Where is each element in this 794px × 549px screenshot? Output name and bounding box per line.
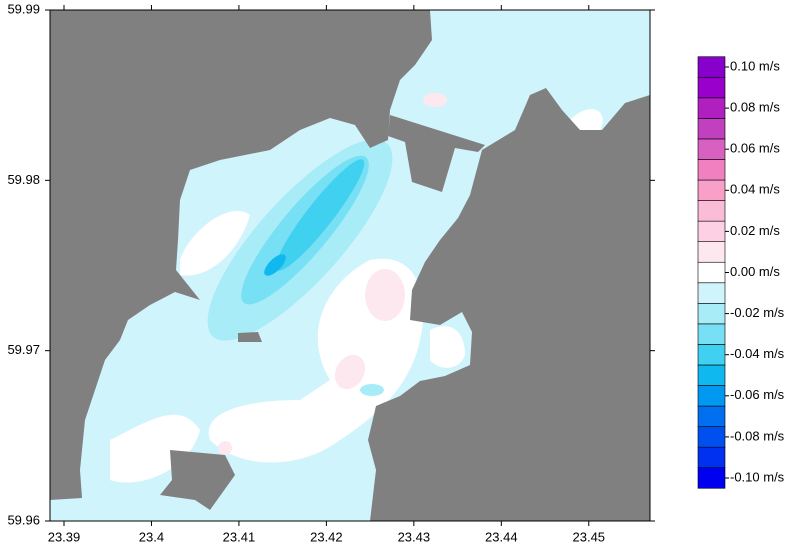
colorbar-swatch <box>697 220 726 242</box>
contour-zero <box>180 211 250 276</box>
colorbar-swatch <box>697 118 726 140</box>
colorbar-label: 0.06 m/s <box>730 141 780 156</box>
x-tick-label: 23.45 <box>573 529 606 544</box>
colorbar-swatch <box>697 385 726 407</box>
land-mass <box>388 115 485 192</box>
island <box>238 332 262 342</box>
x-tick-label: 23.44 <box>485 529 518 544</box>
colorbar-label: -0.10 m/s <box>730 469 785 484</box>
y-tick-label: 59.97 <box>7 342 40 357</box>
contour-neg <box>360 384 384 396</box>
land <box>50 10 650 521</box>
colorbar-swatch <box>697 303 726 325</box>
y-tick-label: 59.98 <box>7 172 40 187</box>
y-tick-label: 59.99 <box>7 1 40 16</box>
colorbar-swatch <box>697 344 726 366</box>
contour-pos <box>365 269 405 321</box>
colorbar-swatch <box>697 426 726 448</box>
contour-zero <box>110 414 200 483</box>
colorbar-swatch <box>697 467 726 489</box>
y-tick-label: 59.96 <box>7 512 40 527</box>
colorbar-label: -0.06 m/s <box>730 387 785 402</box>
colorbar-swatch <box>697 76 726 99</box>
x-tick-label: 23.39 <box>48 529 81 544</box>
x-tick-label: 23.43 <box>398 529 431 544</box>
colorbar-swatch <box>697 364 726 386</box>
colorbar-label: 0.10 m/s <box>730 58 780 73</box>
contour-pos <box>218 441 232 455</box>
colorbar-swatch <box>697 261 726 284</box>
axes: 23.39 23.4 23.41 23.42 23.43 23.44 23.45 59.96 5… <box>7 1 655 544</box>
colorbar-label: -0.02 m/s <box>730 305 785 320</box>
x-tick-label: 23.41 <box>223 529 256 544</box>
x-tick-label: 23.4 <box>139 529 164 544</box>
colorbar-swatch <box>697 446 726 469</box>
colorbar-label: 0.04 m/s <box>730 182 780 197</box>
land-mass <box>50 10 432 500</box>
contour-zero <box>570 109 603 133</box>
colorbar-swatch <box>697 405 726 427</box>
colorbar-label: 0.00 m/s <box>730 264 780 279</box>
colorbar-swatch <box>697 179 726 201</box>
x-tick-label: 23.42 <box>310 529 343 544</box>
colorbar-swatch <box>697 323 726 345</box>
plot-frame <box>49 9 651 522</box>
colorbar-label: 0.02 m/s <box>730 223 780 238</box>
colorbar-label: -0.08 m/s <box>730 428 785 443</box>
land-mass <box>368 88 650 521</box>
colorbar-label: -0.04 m/s <box>730 346 785 361</box>
colorbar-label: 0.08 m/s <box>730 100 780 115</box>
map-field <box>50 10 650 521</box>
contour-pos <box>334 354 366 390</box>
island <box>160 450 235 510</box>
contour-neg <box>264 254 286 276</box>
colorbar: 0.10 m/s 0.08 m/s 0.06 m/s 0.04 m/s 0.02 m/s… <box>697 56 785 489</box>
contour-neg <box>275 159 365 271</box>
colorbar-swatch <box>697 241 726 263</box>
colorbar-swatch <box>697 138 726 160</box>
colorbar-swatch <box>697 56 726 78</box>
colorbar-swatch <box>697 282 726 304</box>
colorbar-swatch <box>697 159 726 181</box>
colorbar-swatch <box>697 200 726 222</box>
contour-zero <box>430 326 465 368</box>
contour-pos <box>423 93 447 107</box>
colorbar-swatch <box>697 97 726 119</box>
